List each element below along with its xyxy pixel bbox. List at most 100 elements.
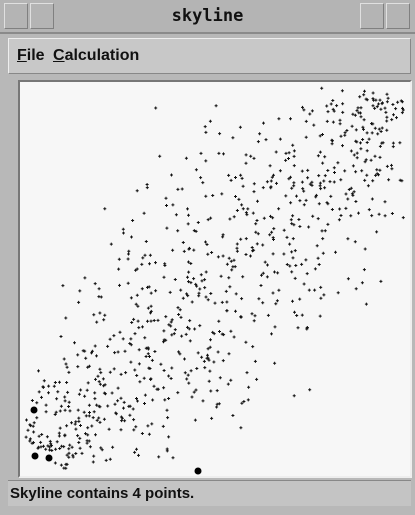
point <box>136 304 140 308</box>
maximize-button[interactable] <box>386 3 410 29</box>
point <box>66 390 70 394</box>
point <box>391 145 395 149</box>
point <box>294 264 298 267</box>
point <box>189 281 193 285</box>
point <box>343 131 347 135</box>
point <box>76 434 80 438</box>
point <box>217 151 221 155</box>
point <box>63 399 67 403</box>
point <box>122 406 125 410</box>
point <box>127 404 131 408</box>
point <box>53 413 57 416</box>
point <box>106 344 110 348</box>
point <box>200 279 204 283</box>
point <box>274 150 278 154</box>
point <box>28 439 32 443</box>
point <box>65 424 69 428</box>
point <box>401 106 404 110</box>
point <box>94 433 97 437</box>
point <box>228 285 232 289</box>
point <box>272 173 275 177</box>
point <box>178 352 182 356</box>
point <box>365 149 369 153</box>
point <box>400 111 404 115</box>
menu-bar: File Calculation <box>8 38 411 74</box>
point <box>343 169 347 173</box>
point <box>200 355 204 359</box>
menu-file[interactable]: File <box>17 47 45 64</box>
point <box>398 141 402 145</box>
point <box>377 102 380 106</box>
point <box>99 371 103 375</box>
point <box>98 311 102 315</box>
point <box>112 367 116 371</box>
menu-calculation[interactable]: Calculation <box>53 47 140 64</box>
point <box>64 466 68 470</box>
point <box>24 435 28 439</box>
point <box>371 122 375 126</box>
point <box>64 316 68 320</box>
point <box>238 125 242 129</box>
point <box>165 204 168 207</box>
point <box>171 456 175 460</box>
point <box>48 448 52 452</box>
point <box>255 377 259 381</box>
point <box>32 421 36 425</box>
point <box>339 134 343 138</box>
point <box>275 299 279 303</box>
point <box>360 281 364 285</box>
point <box>373 126 377 130</box>
point <box>220 300 224 304</box>
point <box>319 187 323 191</box>
point <box>237 197 241 201</box>
point <box>71 453 75 457</box>
point <box>288 264 292 268</box>
point <box>162 386 166 390</box>
point <box>269 214 272 218</box>
window-menu-button[interactable] <box>4 3 28 29</box>
point <box>304 258 308 262</box>
point <box>271 216 275 220</box>
point <box>241 275 245 279</box>
point <box>256 199 259 203</box>
point <box>326 169 330 172</box>
point <box>375 105 379 109</box>
point <box>370 197 374 201</box>
point <box>275 181 278 185</box>
point <box>128 413 132 417</box>
point <box>363 160 367 164</box>
point <box>137 326 141 330</box>
point <box>383 200 387 204</box>
point <box>74 420 78 424</box>
point <box>170 318 174 322</box>
point <box>353 113 357 117</box>
point <box>207 379 211 383</box>
point <box>116 350 120 354</box>
point <box>132 418 136 422</box>
window-move-button[interactable] <box>30 3 54 29</box>
point <box>379 279 383 283</box>
point <box>190 395 194 399</box>
point <box>224 289 228 293</box>
point <box>146 306 150 310</box>
point <box>64 362 68 366</box>
point <box>132 317 136 321</box>
point <box>306 176 310 180</box>
point <box>331 107 335 111</box>
point <box>181 296 185 300</box>
point <box>148 262 151 266</box>
point <box>365 131 369 135</box>
point <box>234 176 237 179</box>
point <box>148 253 152 257</box>
point <box>375 172 379 176</box>
point <box>53 381 57 384</box>
point <box>159 362 163 366</box>
point <box>320 229 324 233</box>
point <box>96 374 100 378</box>
minimize-button[interactable] <box>360 3 384 29</box>
point <box>276 271 280 275</box>
point <box>78 446 82 450</box>
point <box>147 366 151 370</box>
point <box>178 308 182 312</box>
point <box>186 294 190 298</box>
